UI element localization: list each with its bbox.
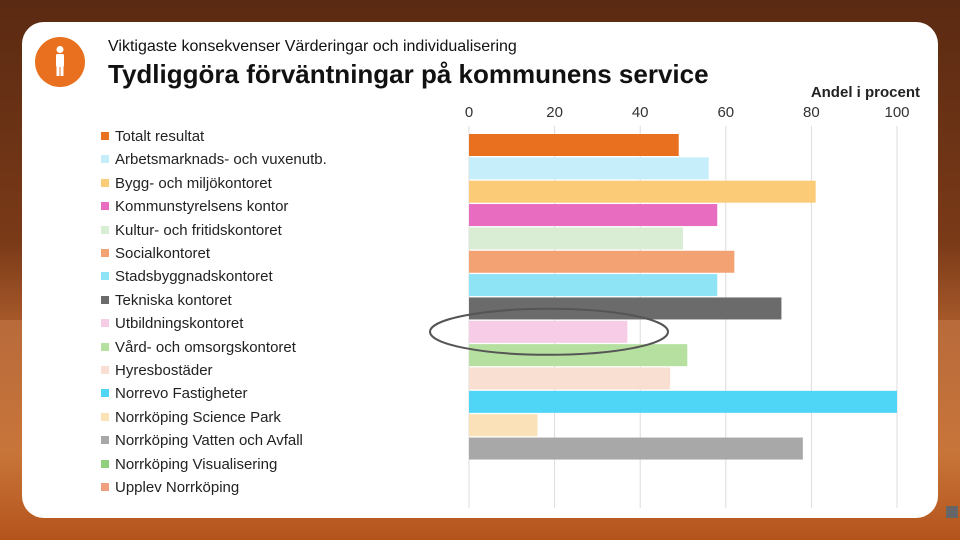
legend-swatch — [101, 225, 109, 234]
bar — [469, 227, 683, 250]
legend-label: Norrköping Vatten och Avfall — [115, 432, 303, 450]
legend-label: Tekniska kontoret — [115, 291, 232, 309]
slide-title: Tydliggöra förväntningar på kommunens se… — [108, 59, 709, 89]
logo — [35, 37, 85, 87]
x-tick-label: 20 — [546, 104, 563, 121]
legend-swatch — [101, 178, 109, 187]
legend-swatch — [101, 132, 109, 141]
x-tick-label: 100 — [884, 104, 910, 121]
legend-item: Hyresbostäder — [101, 361, 213, 381]
bar — [469, 250, 735, 273]
highlight-ellipse — [429, 307, 669, 356]
x-tick-label: 40 — [631, 104, 649, 121]
legend-item: Tekniska kontoret — [101, 291, 232, 311]
legend-item: Totalt resultat — [101, 127, 204, 147]
axis-unit-label: Andel i procent — [810, 84, 920, 101]
legend-label: Utbildningskontoret — [115, 315, 244, 333]
legend-label: Totalt resultat — [115, 128, 205, 145]
bar — [469, 390, 897, 413]
legend-label: Arbetsmarknads- och vuxenutb. — [115, 151, 327, 169]
legend-item: Arbetsmarknads- och vuxenutb. — [101, 150, 327, 170]
legend-label: Norrköping Science Park — [115, 408, 281, 426]
bar — [469, 297, 782, 320]
legend-swatch — [101, 389, 109, 398]
person-icon — [56, 46, 64, 76]
legend-label: Vård- och omsorgskontoret — [115, 338, 296, 356]
legend-swatch — [101, 459, 109, 468]
legend-item: Norrevo Fastigheter — [101, 384, 248, 404]
legend-item: Upplev Norrköping — [101, 478, 239, 498]
legend-swatch — [101, 342, 109, 351]
legend-item: Vård- och omsorgskontoret — [101, 338, 296, 358]
bar — [469, 437, 803, 460]
legend-swatch — [101, 202, 109, 211]
bar — [469, 157, 709, 180]
legend-label: Kultur- och fritidskontoret — [115, 221, 282, 239]
legend-swatch — [101, 436, 109, 445]
bar — [469, 204, 718, 227]
corner-marker — [946, 506, 958, 518]
x-tick-label: 60 — [717, 104, 735, 121]
legend-swatch — [101, 272, 109, 281]
legend-swatch — [101, 155, 109, 164]
bar — [469, 274, 718, 297]
legend-item: Norrköping Vatten och Avfall — [101, 431, 303, 451]
legend-item: Kultur- och fritidskontoret — [101, 221, 282, 241]
bar — [469, 134, 679, 156]
legend-swatch — [101, 412, 109, 421]
legend-label: Upplev Norrköping — [115, 479, 240, 496]
legend-swatch — [101, 366, 109, 375]
legend-item: Stadsbyggnadskontoret — [101, 267, 273, 287]
legend-swatch — [101, 319, 109, 328]
x-tick-label: 80 — [803, 104, 820, 121]
legend-swatch — [101, 295, 109, 304]
slide-subtitle: Viktigaste konsekvenser Värderingar och … — [108, 38, 517, 55]
legend-label: Stadsbyggnadskontoret — [115, 268, 273, 286]
legend-item: Bygg- och miljökontoret — [101, 174, 272, 194]
legend-label: Norrköping Visualisering — [115, 455, 278, 473]
legend-label: Socialkontoret — [115, 245, 211, 262]
legend-swatch — [101, 249, 109, 258]
bar — [469, 180, 816, 203]
legend-item: Norrköping Science Park — [101, 408, 281, 428]
bar — [469, 414, 538, 437]
legend-item: Kommunstyrelsens kontor — [101, 197, 288, 217]
legend-item: Norrköping Visualisering — [101, 455, 277, 475]
legend-label: Kommunstyrelsens kontor — [115, 198, 289, 216]
bar — [469, 367, 671, 390]
legend-label: Hyresbostäder — [115, 362, 213, 379]
legend-label: Bygg- och miljökontoret — [115, 174, 272, 192]
legend-item: Socialkontoret — [101, 244, 210, 264]
bar — [469, 320, 628, 343]
legend-item: Utbildningskontoret — [101, 314, 243, 334]
legend-swatch — [101, 483, 109, 492]
legend-label: Norrevo Fastigheter — [115, 385, 248, 403]
x-tick-label: 0 — [464, 104, 474, 121]
